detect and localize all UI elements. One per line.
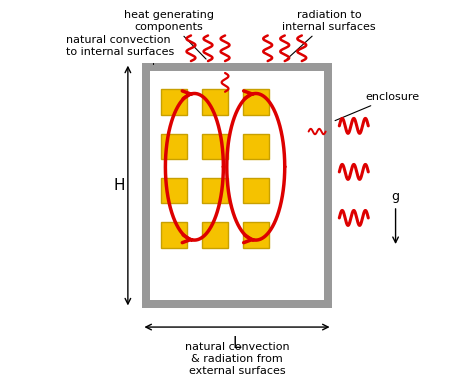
Bar: [161, 133, 187, 159]
Bar: [243, 133, 269, 159]
Bar: [202, 178, 228, 204]
Text: L: L: [233, 336, 241, 351]
Text: g: g: [392, 190, 400, 202]
Bar: [202, 133, 228, 159]
Text: enclosure: enclosure: [335, 92, 419, 121]
Bar: [243, 222, 269, 248]
Text: H: H: [114, 178, 125, 193]
Text: natural convection
to internal surfaces: natural convection to internal surfaces: [66, 35, 175, 64]
Bar: [243, 89, 269, 115]
Bar: [243, 178, 269, 204]
Bar: [161, 89, 187, 115]
Bar: [150, 71, 324, 300]
Bar: [202, 89, 228, 115]
Bar: [161, 222, 187, 248]
Text: heat generating
components: heat generating components: [124, 10, 214, 59]
Bar: [142, 63, 332, 308]
Text: radiation to
internal surfaces: radiation to internal surfaces: [282, 10, 376, 59]
Text: natural convection
& radiation from
external surfaces: natural convection & radiation from exte…: [185, 342, 289, 375]
Bar: [161, 178, 187, 204]
Bar: [202, 222, 228, 248]
